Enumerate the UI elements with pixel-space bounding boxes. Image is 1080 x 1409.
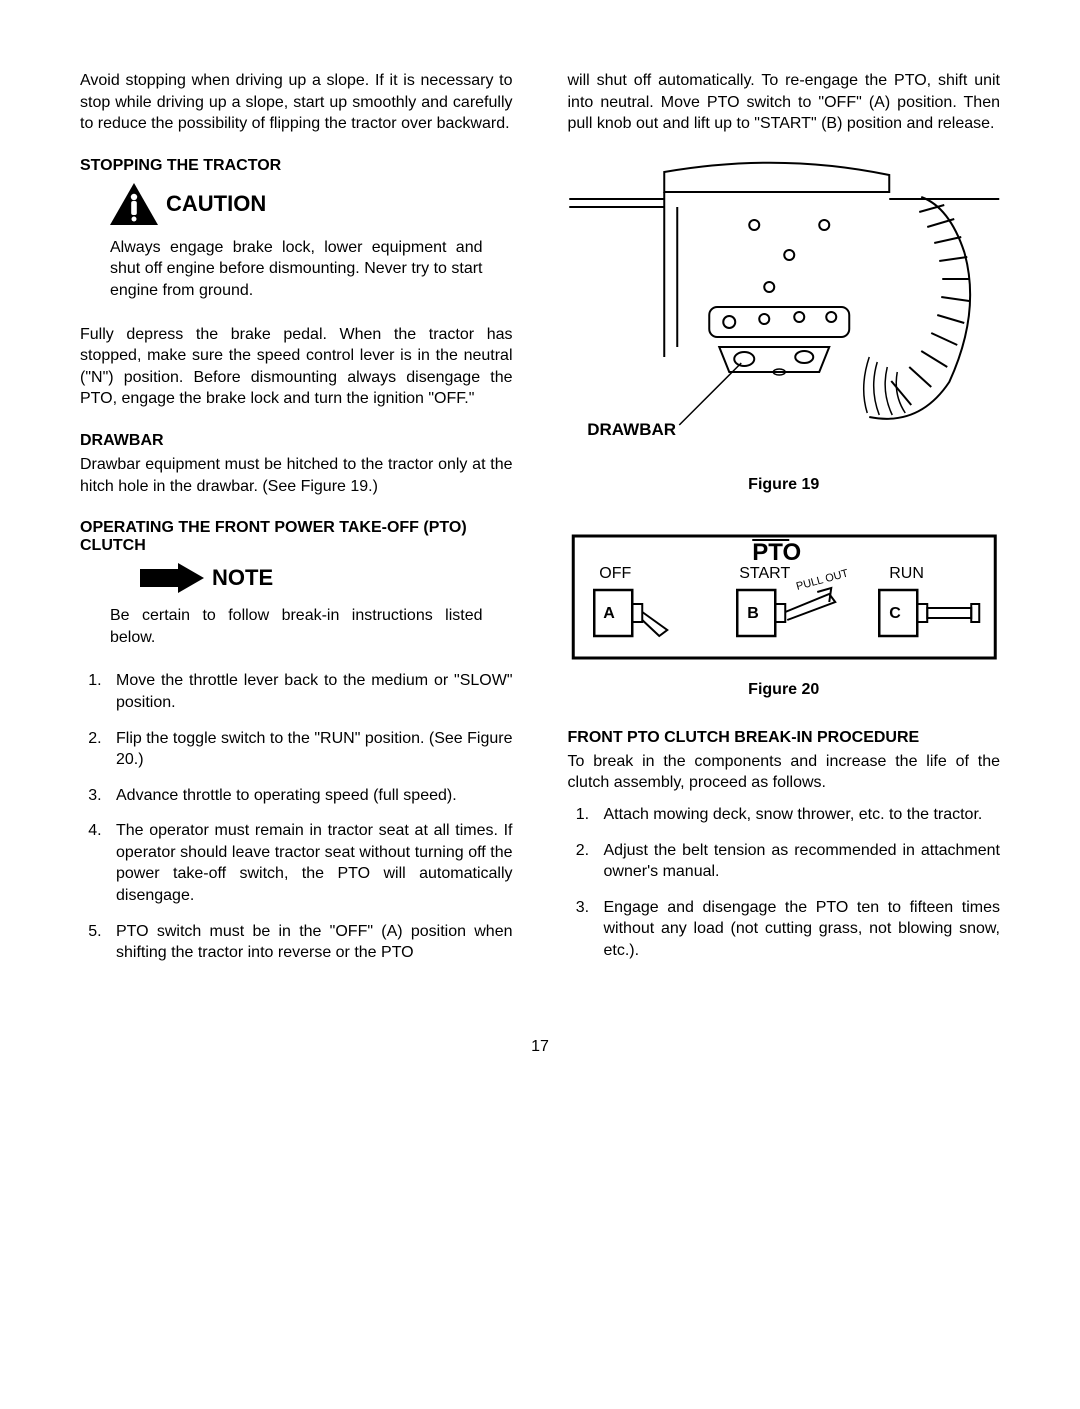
caution-triangle-icon: [110, 183, 158, 225]
caution-label: CAUTION: [166, 191, 266, 217]
figure-20-pto-diagram: PTO OFF START PULL OUT RUN A B C: [568, 532, 1001, 662]
svg-text:B: B: [747, 605, 759, 622]
note-arrow-icon: [140, 563, 204, 593]
figure-20-caption: Figure 20: [568, 681, 1001, 699]
list-item: Flip the toggle switch to the "RUN" posi…: [106, 728, 513, 771]
note-text: Be certain to follow break-in instructio…: [110, 605, 483, 648]
list-item: Advance throttle to operating speed (ful…: [106, 785, 513, 807]
note-label: NOTE: [212, 565, 273, 591]
list-item: PTO switch must be in the "OFF" (A) posi…: [106, 921, 513, 964]
svg-text:A: A: [603, 605, 615, 622]
intro-paragraph: Avoid stopping when driving up a slope. …: [80, 70, 513, 135]
drawbar-heading: DRAWBAR: [80, 432, 513, 450]
list-item: Attach mowing deck, snow thrower, etc. t…: [594, 804, 1001, 826]
pto-heading: OPERATING THE FRONT POWER TAKE-OFF (PTO)…: [80, 519, 513, 555]
page-number: 17: [80, 1038, 1000, 1056]
drawbar-paragraph: Drawbar equipment must be hitched to the…: [80, 454, 513, 497]
breakin-heading: FRONT PTO CLUTCH BREAK-IN PROCEDURE: [568, 729, 1001, 747]
figure-19-caption: Figure 19: [568, 476, 1001, 494]
figure-19-drawbar-diagram: DRAWBAR: [568, 157, 1001, 457]
svg-text:RUN: RUN: [889, 565, 924, 582]
svg-text:PTO: PTO: [752, 539, 801, 566]
stopping-paragraph: Fully depress the brake pedal. When the …: [80, 324, 513, 410]
list-item: Adjust the belt tension as recommended i…: [594, 840, 1001, 883]
left-column: Avoid stopping when driving up a slope. …: [80, 70, 513, 978]
svg-text:START: START: [739, 565, 790, 582]
svg-text:OFF: OFF: [599, 565, 631, 582]
stopping-heading: STOPPING THE TRACTOR: [80, 157, 513, 175]
caution-text: Always engage brake lock, lower equipmen…: [110, 237, 483, 302]
list-item: Engage and disengage the PTO ten to fift…: [594, 897, 1001, 962]
pto-steps-list: Move the throttle lever back to the medi…: [80, 670, 513, 964]
list-item: The operator must remain in tractor seat…: [106, 820, 513, 906]
caution-callout: CAUTION: [110, 183, 513, 225]
list-item: Move the throttle lever back to the medi…: [106, 670, 513, 713]
drawbar-figure-label: DRAWBAR: [587, 420, 676, 439]
breakin-steps-list: Attach mowing deck, snow thrower, etc. t…: [568, 804, 1001, 962]
continuation-paragraph: will shut off automatically. To re-engag…: [568, 70, 1001, 135]
svg-text:C: C: [889, 605, 901, 622]
note-callout: NOTE: [140, 563, 513, 593]
svg-text:PULL OUT: PULL OUT: [794, 567, 849, 592]
breakin-paragraph: To break in the components and increase …: [568, 751, 1001, 794]
right-column: will shut off automatically. To re-engag…: [568, 70, 1001, 978]
